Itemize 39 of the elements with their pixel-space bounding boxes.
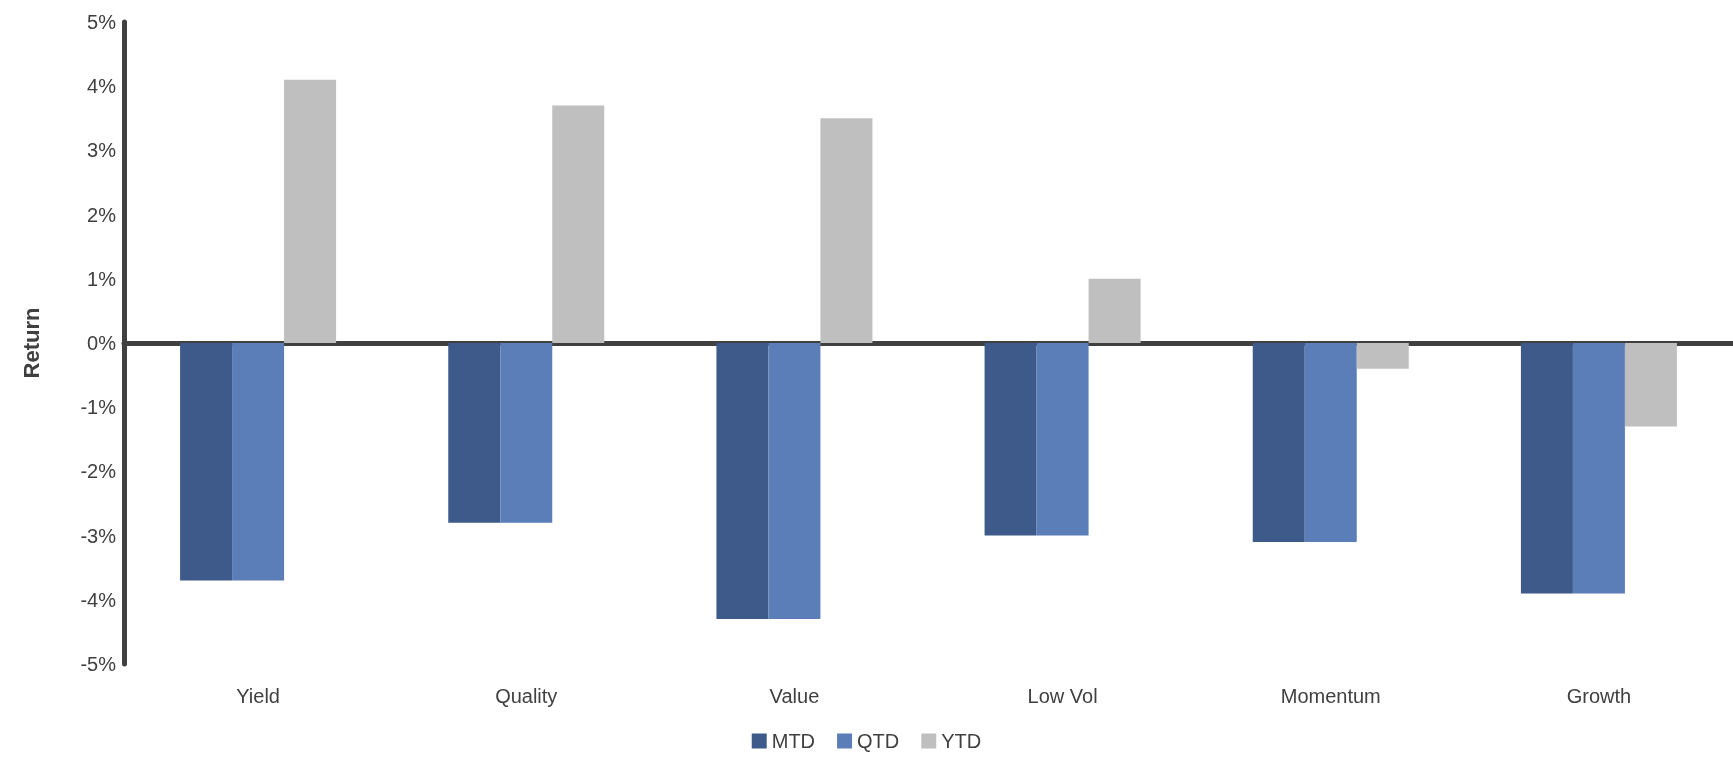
y-tick-label: -2% xyxy=(80,460,117,483)
bar xyxy=(1088,278,1141,343)
x-tick-label: Quality xyxy=(495,685,558,707)
y-tick-label: 0% xyxy=(87,332,117,354)
x-tick-label: Momentum xyxy=(1280,685,1381,707)
bar xyxy=(1624,343,1677,427)
y-tick-label: -5% xyxy=(80,653,117,675)
y-tick-label: 3% xyxy=(87,139,117,162)
bar xyxy=(768,343,821,620)
bar xyxy=(1252,343,1305,543)
bar xyxy=(716,343,769,620)
legend-label: MTD xyxy=(771,730,816,752)
y-tick-label: -4% xyxy=(80,588,117,611)
bar xyxy=(1572,343,1625,594)
x-tick-label: Yield xyxy=(236,685,280,707)
bar xyxy=(1356,343,1409,369)
bar xyxy=(448,343,501,523)
bar xyxy=(284,79,337,343)
bar xyxy=(232,343,285,581)
y-tick-label: 1% xyxy=(87,267,117,290)
bar xyxy=(500,343,553,523)
x-tick-label: Growth xyxy=(1566,685,1632,707)
legend-label: QTD xyxy=(857,730,900,752)
x-tick-label: Low Vol xyxy=(1027,685,1098,707)
legend-label: YTD xyxy=(941,730,982,752)
y-tick-label: -3% xyxy=(80,524,117,547)
bar xyxy=(180,343,233,581)
bar xyxy=(552,105,605,343)
bar xyxy=(1520,343,1573,594)
bar xyxy=(984,343,1037,536)
y-tick-label: 5% xyxy=(87,11,117,33)
bar xyxy=(820,118,873,343)
bar xyxy=(1304,343,1357,543)
y-axis-title: Return xyxy=(18,307,44,379)
y-tick-label: -1% xyxy=(80,396,117,419)
bar xyxy=(1036,343,1089,536)
y-tick-label: 4% xyxy=(87,75,117,98)
x-tick-label: Value xyxy=(769,685,820,707)
y-tick-label: 2% xyxy=(87,203,117,226)
